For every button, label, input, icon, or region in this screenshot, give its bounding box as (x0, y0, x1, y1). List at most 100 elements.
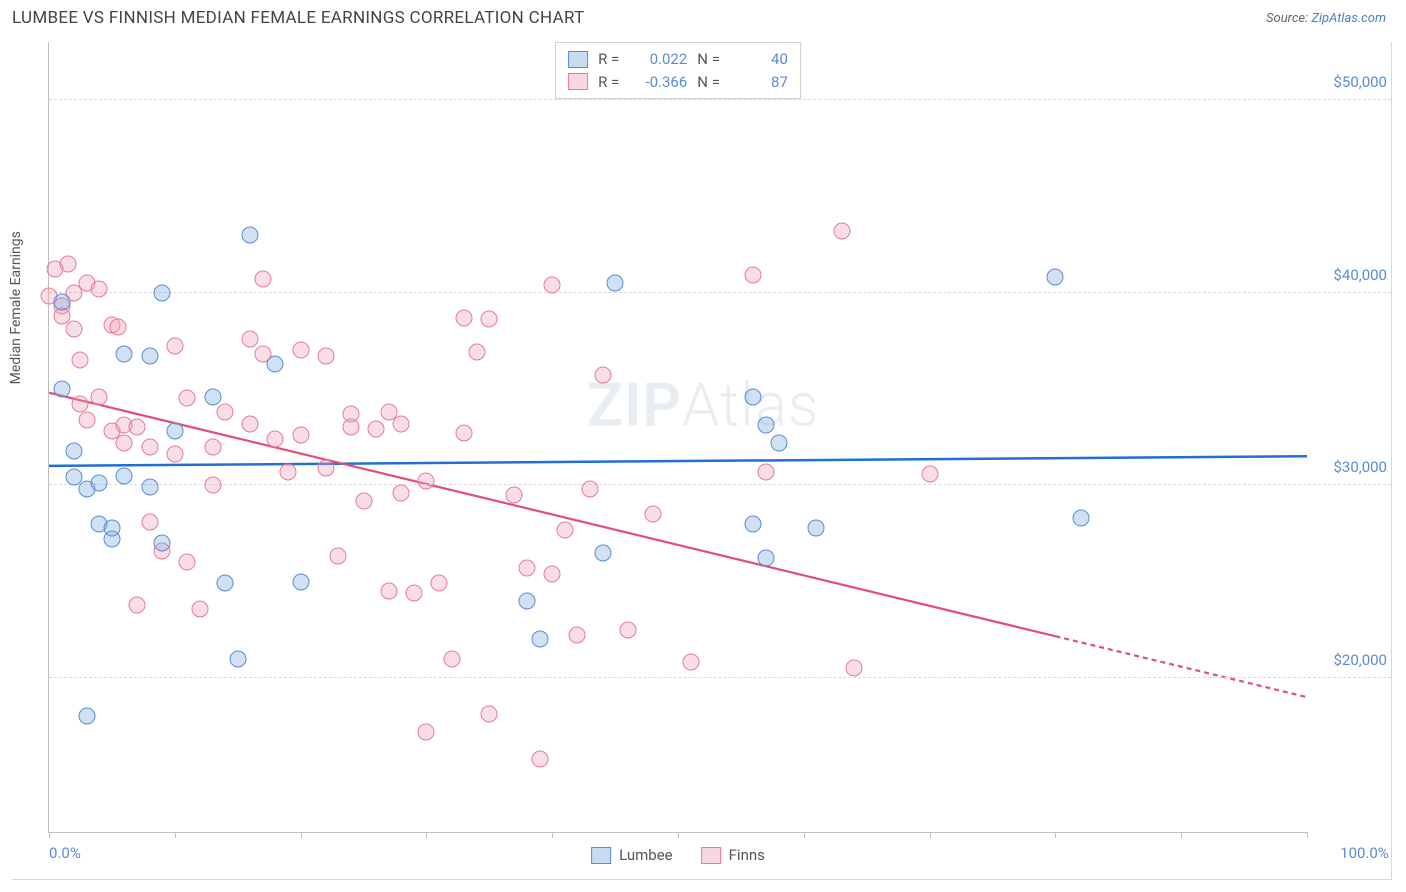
y-tick-label: $20,000 (1313, 651, 1387, 669)
scatter-point-finns (921, 465, 938, 482)
scatter-point-lumbee (758, 417, 775, 434)
scatter-point-lumbee (154, 534, 171, 551)
scatter-point-finns (254, 271, 271, 288)
scatter-point-finns (179, 554, 196, 571)
scatter-point-lumbee (1072, 509, 1089, 526)
scatter-point-finns (468, 344, 485, 361)
y-axis-label: Median Female Earnings (8, 231, 24, 384)
scatter-point-lumbee (770, 434, 787, 451)
scatter-point-lumbee (116, 346, 133, 363)
scatter-point-finns (242, 415, 259, 432)
x-tick (301, 832, 302, 838)
scatter-point-finns (59, 255, 76, 272)
scatter-point-lumbee (242, 226, 259, 243)
scatter-point-finns (644, 506, 661, 523)
scatter-point-finns (66, 321, 83, 338)
scatter-point-lumbee (116, 467, 133, 484)
scatter-point-lumbee (292, 573, 309, 590)
scatter-point-finns (129, 596, 146, 613)
scatter-point-finns (846, 660, 863, 677)
chart-container: Median Female Earnings ZIPAtlas R = 0.02… (12, 42, 1392, 880)
scatter-point-finns (758, 463, 775, 480)
x-tick (678, 832, 679, 838)
scatter-point-finns (418, 723, 435, 740)
scatter-point-finns (280, 463, 297, 480)
scatter-point-finns (267, 430, 284, 447)
x-tick-label-left: 0.0% (49, 844, 81, 862)
x-tick (804, 832, 805, 838)
scatter-point-lumbee (1047, 269, 1064, 286)
scatter-point-finns (78, 411, 95, 428)
scatter-point-finns (166, 338, 183, 355)
watermark: ZIPAtlas (587, 370, 819, 441)
scatter-point-finns (544, 276, 561, 293)
scatter-point-finns (116, 434, 133, 451)
gridline (49, 99, 1391, 100)
x-tick (552, 832, 553, 838)
gridline (49, 292, 1391, 293)
scatter-point-finns (456, 309, 473, 326)
scatter-point-lumbee (217, 575, 234, 592)
scatter-point-finns (519, 560, 536, 577)
scatter-point-finns (91, 388, 108, 405)
scatter-point-finns (317, 348, 334, 365)
source-attribution: Source: ZipAtlas.com (1266, 11, 1386, 26)
scatter-point-lumbee (78, 708, 95, 725)
x-tick (930, 832, 931, 838)
scatter-point-finns (393, 484, 410, 501)
scatter-point-finns (292, 342, 309, 359)
scatter-point-finns (619, 621, 636, 638)
scatter-point-lumbee (531, 631, 548, 648)
source-prefix: Source: (1266, 11, 1311, 26)
scatter-point-finns (317, 459, 334, 476)
swatch-lumbee (591, 847, 611, 864)
scatter-point-lumbee (745, 388, 762, 405)
x-tick (49, 832, 50, 838)
scatter-point-lumbee (594, 544, 611, 561)
scatter-point-finns (141, 513, 158, 530)
y-tick-label: $30,000 (1313, 458, 1387, 476)
scatter-point-finns (330, 548, 347, 565)
scatter-point-finns (531, 750, 548, 767)
chart-title: LUMBEE VS FINNISH MEDIAN FEMALE EARNINGS… (12, 8, 585, 28)
x-tick (175, 832, 176, 838)
scatter-point-finns (217, 403, 234, 420)
scatter-point-finns (204, 477, 221, 494)
scatter-point-finns (129, 419, 146, 436)
scatter-point-finns (581, 481, 598, 498)
x-tick (1055, 832, 1056, 838)
source-link[interactable]: ZipAtlas.com (1311, 11, 1386, 26)
legend-item-finns: Finns (701, 846, 765, 864)
scatter-point-lumbee (229, 650, 246, 667)
corr-legend-row: R = -0.366 N = 87 (568, 71, 788, 94)
scatter-point-lumbee (53, 380, 70, 397)
scatter-point-lumbee (745, 515, 762, 532)
scatter-point-lumbee (758, 550, 775, 567)
plot-area: ZIPAtlas R = 0.022 N = 40 R = -0.366 N =… (48, 42, 1307, 833)
gridline (49, 677, 1391, 678)
trendlines-layer (49, 42, 1307, 832)
scatter-point-finns (292, 427, 309, 444)
scatter-point-finns (355, 492, 372, 509)
scatter-point-finns (368, 421, 385, 438)
scatter-point-finns (456, 425, 473, 442)
r-value: 0.022 (629, 48, 687, 71)
legend-label: Finns (729, 846, 765, 864)
x-tick (1307, 832, 1308, 838)
swatch-lumbee (568, 51, 588, 68)
r-label: R = (598, 71, 619, 94)
scatter-point-finns (166, 446, 183, 463)
r-value: -0.366 (629, 71, 687, 94)
scatter-point-finns (682, 654, 699, 671)
corr-legend-row: R = 0.022 N = 40 (568, 48, 788, 71)
legend-label: Lumbee (619, 846, 673, 864)
scatter-point-finns (405, 585, 422, 602)
scatter-point-lumbee (154, 284, 171, 301)
series-legend: Lumbee Finns (591, 846, 765, 864)
scatter-point-lumbee (103, 519, 120, 536)
correlation-legend: R = 0.022 N = 40 R = -0.366 N = 87 (555, 42, 801, 99)
scatter-point-finns (481, 706, 498, 723)
n-label: N = (697, 71, 720, 94)
n-label: N = (697, 48, 720, 71)
scatter-point-finns (506, 486, 523, 503)
